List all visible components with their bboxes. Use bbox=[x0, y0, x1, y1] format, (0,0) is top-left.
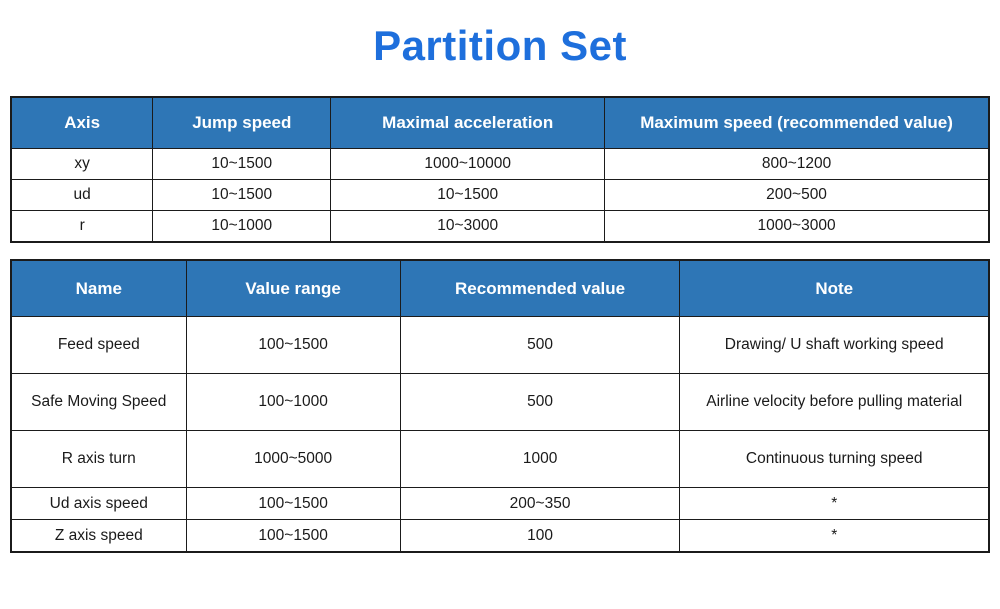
table-row-z-axis-speed: Z axis speed 100~1500 100 * bbox=[10, 519, 990, 553]
table-cell: 1000 bbox=[399, 430, 681, 489]
table-row-ud: ud 10~1500 10~1500 200~500 bbox=[10, 179, 990, 212]
column-header-maximum-speed: Maximum speed (recommended value) bbox=[604, 96, 990, 150]
table-cell: 1000~3000 bbox=[604, 210, 990, 243]
column-header-maximal-acceleration: Maximal acceleration bbox=[330, 96, 606, 150]
column-header-axis: Axis bbox=[10, 96, 154, 150]
table-cell: 800~1200 bbox=[604, 148, 990, 181]
table-cell: 100~1500 bbox=[185, 316, 401, 375]
table-cell: Ud axis speed bbox=[10, 487, 187, 521]
table-cell: xy bbox=[10, 148, 154, 181]
axis-table-header-row: Axis Jump speed Maximal acceleration Max… bbox=[10, 96, 990, 150]
table-row-r: r 10~1000 10~3000 1000~3000 bbox=[10, 210, 990, 243]
table-cell: Drawing/ U shaft working speed bbox=[679, 316, 990, 375]
table-cell: 500 bbox=[399, 373, 681, 432]
column-header-note: Note bbox=[679, 259, 990, 318]
table-row-safe-moving-speed: Safe Moving Speed 100~1000 500 Airline v… bbox=[10, 373, 990, 432]
table-cell: 200~350 bbox=[399, 487, 681, 521]
table-cell: 100~1000 bbox=[185, 373, 401, 432]
column-header-name: Name bbox=[10, 259, 187, 318]
column-header-value-range: Value range bbox=[185, 259, 401, 318]
table-cell: R axis turn bbox=[10, 430, 187, 489]
table-cell: Feed speed bbox=[10, 316, 187, 375]
table-cell: 100~1500 bbox=[185, 519, 401, 553]
table-row-r-axis-turn: R axis turn 1000~5000 1000 Continuous tu… bbox=[10, 430, 990, 489]
table-cell: 100 bbox=[399, 519, 681, 553]
table-cell: 1000~10000 bbox=[330, 148, 606, 181]
table-cell: * bbox=[679, 487, 990, 521]
table-cell: 10~3000 bbox=[330, 210, 606, 243]
column-header-recommended-value: Recommended value bbox=[399, 259, 681, 318]
table-cell: r bbox=[10, 210, 154, 243]
table-cell: 10~1500 bbox=[152, 179, 332, 212]
settings-table-header-row: Name Value range Recommended value Note bbox=[10, 259, 990, 318]
table-cell: Z axis speed bbox=[10, 519, 187, 553]
table-cell: 200~500 bbox=[604, 179, 990, 212]
table-cell: 1000~5000 bbox=[185, 430, 401, 489]
table-cell: 100~1500 bbox=[185, 487, 401, 521]
table-row-feed-speed: Feed speed 100~1500 500 Drawing/ U shaft… bbox=[10, 316, 990, 375]
column-header-jump-speed: Jump speed bbox=[152, 96, 332, 150]
table-row-ud-axis-speed: Ud axis speed 100~1500 200~350 * bbox=[10, 487, 990, 521]
axis-speed-table: Axis Jump speed Maximal acceleration Max… bbox=[10, 96, 990, 244]
table-cell: 10~1500 bbox=[152, 148, 332, 181]
table-row-xy: xy 10~1500 1000~10000 800~1200 bbox=[10, 148, 990, 181]
table-cell: 500 bbox=[399, 316, 681, 375]
table-cell: ud bbox=[10, 179, 154, 212]
table-cell: Airline velocity before pulling material bbox=[679, 373, 990, 432]
table-cell: 10~1500 bbox=[330, 179, 606, 212]
speed-settings-table: Name Value range Recommended value Note … bbox=[10, 259, 990, 554]
table-cell: Safe Moving Speed bbox=[10, 373, 187, 432]
page-title: Partition Set bbox=[373, 22, 627, 69]
table-cell: 10~1000 bbox=[152, 210, 332, 243]
table-cell: Continuous turning speed bbox=[679, 430, 990, 489]
table-cell: * bbox=[679, 519, 990, 553]
